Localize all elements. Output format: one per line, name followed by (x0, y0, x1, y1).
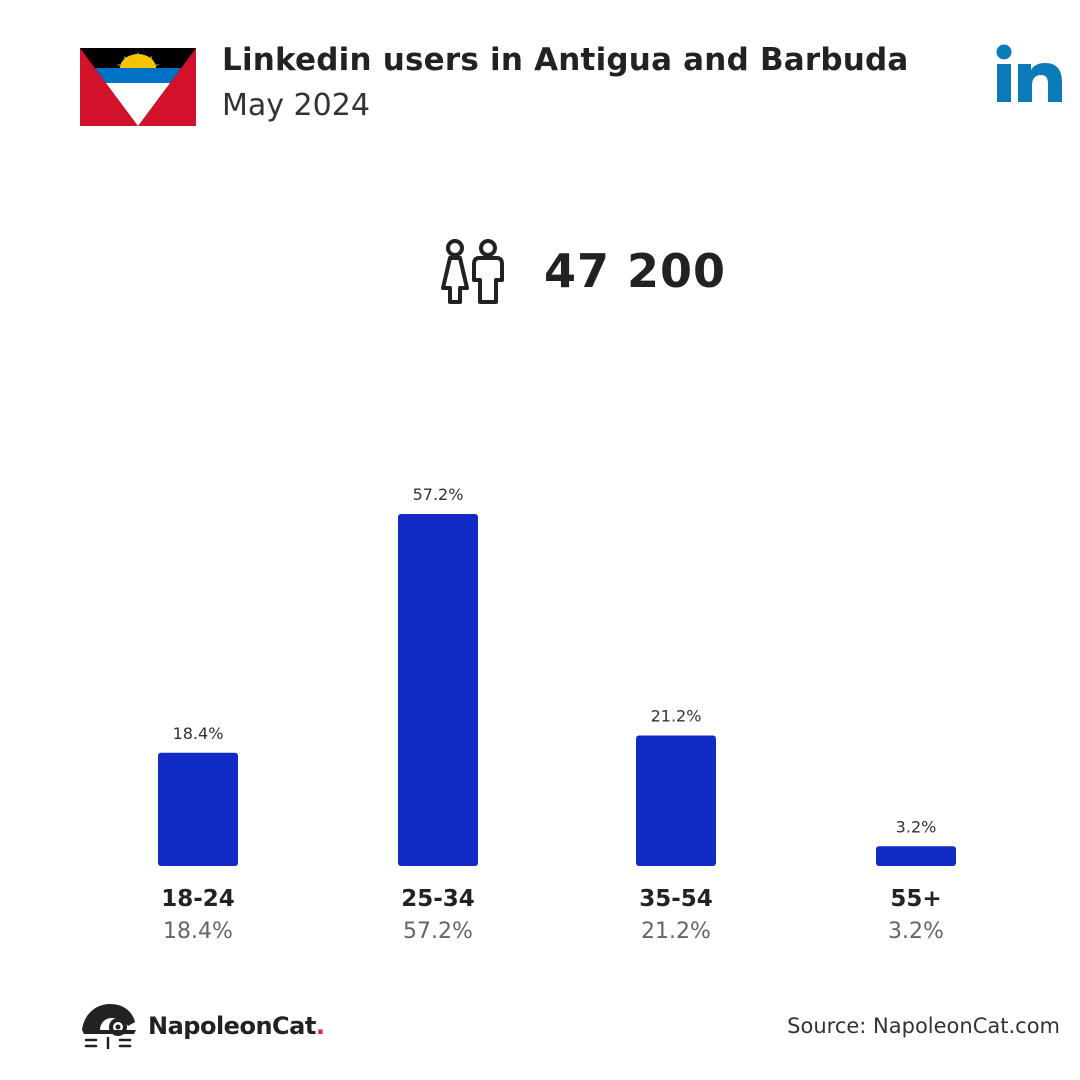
linkedin-logo-icon (996, 44, 1062, 102)
category-label-25-34: 25-34 (401, 886, 475, 912)
source-note: Source: NapoleonCat.com (787, 1014, 1060, 1038)
bar-18-24 (158, 752, 238, 866)
bar-55plus (876, 846, 956, 866)
bar-25-34 (398, 514, 478, 866)
antigua-and-barbuda-flag-icon (80, 48, 196, 126)
napoleoncat-logo: NapoleonCat. (78, 1000, 325, 1052)
data-label-55plus: 3.2% (896, 817, 937, 836)
data-label-35-54: 21.2% (651, 707, 702, 726)
total-users-summary: 47 200 (436, 236, 726, 306)
category-label-18-24: 18-24 (161, 886, 235, 912)
category-percent-55plus: 3.2% (888, 919, 944, 944)
chart-subtitle-date: May 2024 (222, 88, 370, 123)
category-percent-25-34: 57.2% (403, 919, 473, 944)
total-users-count: 47 200 (544, 244, 727, 298)
data-label-25-34: 57.2% (413, 485, 464, 504)
chart-title: Linkedin users in Antigua and Barbuda (222, 42, 909, 78)
age-distribution-bar-chart: 18.4% 18-24 18.4% 57.2% 25-34 57.2% 21.2% 35-54… (158, 485, 956, 944)
category-label-35-54: 35-54 (639, 886, 713, 912)
data-label-18-24: 18.4% (173, 724, 224, 743)
bar-35-54 (636, 735, 716, 866)
users-icon (441, 239, 504, 304)
napoleoncat-wordmark: NapoleonCat. (148, 1012, 325, 1040)
category-percent-18-24: 18.4% (163, 919, 233, 944)
category-label-55plus: 55+ (890, 886, 941, 912)
category-percent-35-54: 21.2% (641, 919, 711, 944)
napoleoncat-mascot-icon (82, 1004, 136, 1050)
